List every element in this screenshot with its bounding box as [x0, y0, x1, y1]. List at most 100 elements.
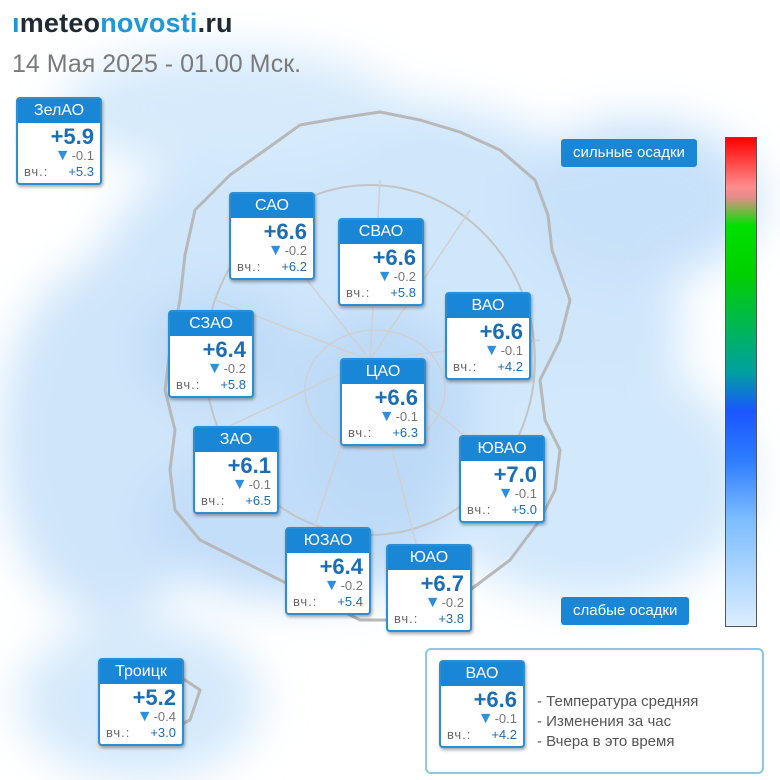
district-change-value: -0.2: [393, 269, 416, 284]
district-temp: +6.1: [227, 453, 271, 478]
district-yday-label: вч.:: [293, 594, 318, 609]
district-card-svao[interactable]: СВАО +6.6 ▼-0.2 вч.: +5.8: [338, 218, 424, 306]
district-yday-value: +6.5: [245, 493, 271, 508]
district-yesterday: вч.: +4.2: [447, 359, 529, 378]
district-name: САО: [231, 194, 313, 218]
district-change-value: -0.2: [284, 243, 307, 258]
legend-sample-yesterday: вч.: +4.2: [441, 727, 523, 746]
precipitation-scale: [725, 137, 757, 627]
district-name: ЗелАО: [18, 99, 100, 123]
district-card-yuao[interactable]: ЮАО +6.7 ▼-0.2 вч.: +3.8: [386, 544, 472, 632]
down-triangle-icon: ▼: [477, 710, 494, 727]
district-card-yuvao[interactable]: ЮВАО +7.0 ▼-0.1 вч.: +5.0: [459, 435, 545, 523]
district-change-value: -0.1: [71, 148, 94, 163]
down-triangle-icon: ▼: [54, 147, 71, 164]
district-card-cao[interactable]: ЦАО +6.6 ▼-0.1 вч.: +6.3: [340, 358, 426, 446]
district-name: ЮАО: [388, 546, 470, 570]
district-temp: +5.9: [50, 124, 94, 149]
district-yday-label: вч.:: [348, 425, 373, 440]
district-card-yuzao[interactable]: ЮЗАО +6.4 ▼-0.2 вч.: +5.4: [285, 527, 371, 615]
district-temp: +7.0: [493, 462, 537, 487]
district-change: ▼-0.2: [287, 578, 369, 594]
legend-line-yesterday: - Вчера в это время: [537, 733, 675, 750]
district-yday-value: +3.0: [150, 725, 176, 740]
scale-label-light: слабые осадки: [561, 597, 690, 625]
district-yday-label: вч.:: [106, 725, 131, 740]
district-temp: +6.6: [479, 319, 523, 344]
down-triangle-icon: ▼: [483, 342, 500, 359]
district-yesterday: вч.: +5.3: [18, 164, 100, 183]
district-name: ЮВАО: [461, 437, 543, 461]
district-yday-label: вч.:: [176, 377, 201, 392]
logo-part-novosti: novosti: [100, 8, 198, 38]
district-temp: +6.6: [263, 219, 307, 244]
district-change: ▼-0.2: [231, 243, 313, 259]
district-yday-label: вч.:: [237, 259, 262, 274]
district-yday-label: вч.:: [346, 285, 371, 300]
district-change: ▼-0.2: [340, 269, 422, 285]
legend-line-temp: - Температура средняя: [537, 693, 699, 710]
district-card-szao[interactable]: СЗАО +6.4 ▼-0.2 вч.: +5.8: [168, 310, 254, 398]
district-card-sao[interactable]: САО +6.6 ▼-0.2 вч.: +6.2: [229, 192, 315, 280]
down-triangle-icon: ▼: [376, 268, 393, 285]
legend-sample-yday-label: вч.:: [447, 727, 472, 742]
district-name: ЗАО: [195, 428, 277, 452]
down-triangle-icon: ▼: [136, 708, 153, 725]
district-yday-value: +3.8: [438, 611, 464, 626]
district-yday-label: вч.:: [201, 493, 226, 508]
district-change-value: -0.2: [340, 578, 363, 593]
logo-mark: ı: [12, 8, 20, 38]
district-temp: +6.6: [372, 245, 416, 270]
down-triangle-icon: ▼: [424, 594, 441, 611]
district-change: ▼-0.4: [100, 709, 182, 725]
legend-sample-change-value: -0.1: [494, 711, 517, 726]
district-card-troitsk[interactable]: Троицк +5.2 ▼-0.4 вч.: +3.0: [98, 658, 184, 746]
district-yday-value: +5.8: [220, 377, 246, 392]
district-yesterday: вч.: +5.4: [287, 594, 369, 613]
down-triangle-icon: ▼: [206, 360, 223, 377]
district-temp: +6.4: [202, 337, 246, 362]
district-yesterday: вч.: +6.3: [342, 425, 424, 444]
scale-label-heavy: сильные осадки: [561, 139, 697, 167]
district-change: ▼-0.1: [195, 477, 277, 493]
forecast-datetime: 14 Мая 2025 - 01.00 Мск.: [12, 50, 302, 78]
district-change-value: -0.1: [514, 486, 537, 501]
district-yday-value: +5.3: [68, 164, 94, 179]
district-yday-label: вч.:: [394, 611, 419, 626]
district-yesterday: вч.: +6.2: [231, 259, 313, 278]
district-card-zelao[interactable]: ЗелАО +5.9 ▼-0.1 вч.: +5.3: [16, 97, 102, 185]
legend-sample-temp: +6.6: [473, 687, 517, 712]
district-change-value: -0.2: [441, 595, 464, 610]
down-triangle-icon: ▼: [267, 242, 284, 259]
legend-sample-change: ▼-0.1: [441, 711, 523, 727]
district-change: ▼-0.2: [170, 361, 252, 377]
district-temp: +6.6: [374, 385, 418, 410]
down-triangle-icon: ▼: [497, 485, 514, 502]
district-yday-value: +6.3: [392, 425, 418, 440]
legend-panel: ВАО +6.6 ▼-0.1 вч.: +4.2 - Температура ср…: [425, 648, 764, 774]
district-yesterday: вч.: +5.0: [461, 502, 543, 521]
district-card-zao[interactable]: ЗАО +6.1 ▼-0.1 вч.: +6.5: [193, 426, 279, 514]
district-change-value: -0.1: [500, 343, 523, 358]
district-change: ▼-0.1: [461, 486, 543, 502]
district-name: ЦАО: [342, 360, 424, 384]
district-change-value: -0.1: [395, 409, 418, 424]
down-triangle-icon: ▼: [378, 408, 395, 425]
district-yesterday: вч.: +5.8: [170, 377, 252, 396]
district-temp: +6.4: [319, 554, 363, 579]
district-name: ВАО: [447, 294, 529, 318]
district-yday-value: +5.4: [337, 594, 363, 609]
district-yday-value: +4.2: [497, 359, 523, 374]
district-name: СЗАО: [170, 312, 252, 336]
district-name: ЮЗАО: [287, 529, 369, 553]
district-change-value: -0.1: [248, 477, 271, 492]
district-name: СВАО: [340, 220, 422, 244]
district-yesterday: вч.: +5.8: [340, 285, 422, 304]
legend-sample-card: ВАО +6.6 ▼-0.1 вч.: +4.2: [439, 660, 525, 748]
district-card-vao[interactable]: ВАО +6.6 ▼-0.1 вч.: +4.2: [445, 292, 531, 380]
district-yday-value: +6.2: [281, 259, 307, 274]
site-logo[interactable]: ımeteonovosti.ru: [12, 8, 233, 39]
district-yesterday: вч.: +3.0: [100, 725, 182, 744]
district-temp: +5.2: [132, 685, 176, 710]
district-yesterday: вч.: +3.8: [388, 611, 470, 630]
